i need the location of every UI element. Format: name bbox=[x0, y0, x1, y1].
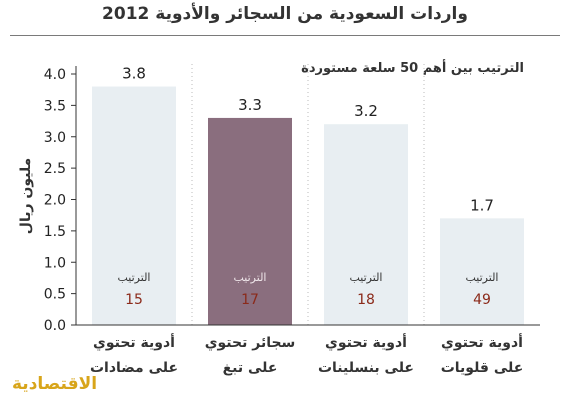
bar bbox=[440, 218, 524, 325]
rank-number: 17 bbox=[241, 292, 259, 308]
y-tick-label: 0.5 bbox=[44, 287, 66, 303]
bar bbox=[208, 117, 292, 325]
category-label: أدوية تحتوي bbox=[441, 333, 523, 352]
category-label: على تبغ bbox=[223, 360, 278, 376]
rank-number: 49 bbox=[473, 292, 491, 308]
bar bbox=[324, 124, 408, 325]
rank-label: الترتيب bbox=[466, 271, 499, 284]
y-axis-title: مليون ريال bbox=[18, 158, 34, 234]
value-label: 3.3 bbox=[238, 96, 262, 114]
publisher-logo: الاقتصادية bbox=[12, 374, 98, 394]
title-divider bbox=[10, 35, 560, 36]
value-label: 3.2 bbox=[354, 102, 378, 120]
rank-label: الترتيب bbox=[234, 271, 267, 284]
y-tick-label: 4.0 bbox=[44, 67, 66, 83]
category-label: أدوية تحتوي bbox=[325, 333, 407, 352]
category-label: على مضادات bbox=[90, 360, 178, 376]
y-tick-label: 3.5 bbox=[44, 98, 66, 114]
category-label: أدوية تحتوي bbox=[93, 333, 175, 352]
rank-label: الترتيب bbox=[118, 271, 151, 284]
rank-number: 15 bbox=[125, 292, 143, 308]
category-label: على قلويات bbox=[441, 360, 524, 376]
y-tick-label: 1.0 bbox=[44, 255, 66, 271]
chart-subtitle: الترتيب بين أهم 50 سلعة مستوردة bbox=[301, 61, 524, 76]
chart-title: واردات السعودية من السجائر والأدوية 2012 bbox=[102, 4, 468, 24]
rank-label: الترتيب bbox=[350, 271, 383, 284]
bar bbox=[92, 86, 176, 325]
y-tick-label: 0.0 bbox=[44, 318, 66, 334]
category-label: على بنسلينات bbox=[318, 360, 414, 376]
y-tick-label: 2.0 bbox=[44, 193, 66, 209]
y-tick-label: 3.0 bbox=[44, 130, 66, 146]
y-tick-label: 2.5 bbox=[44, 161, 66, 177]
value-label: 3.8 bbox=[122, 65, 146, 83]
y-tick-label: 1.5 bbox=[44, 224, 66, 240]
category-label: سجائر تحتوي bbox=[205, 335, 296, 352]
value-label: 1.7 bbox=[470, 196, 494, 214]
rank-number: 18 bbox=[357, 292, 375, 308]
